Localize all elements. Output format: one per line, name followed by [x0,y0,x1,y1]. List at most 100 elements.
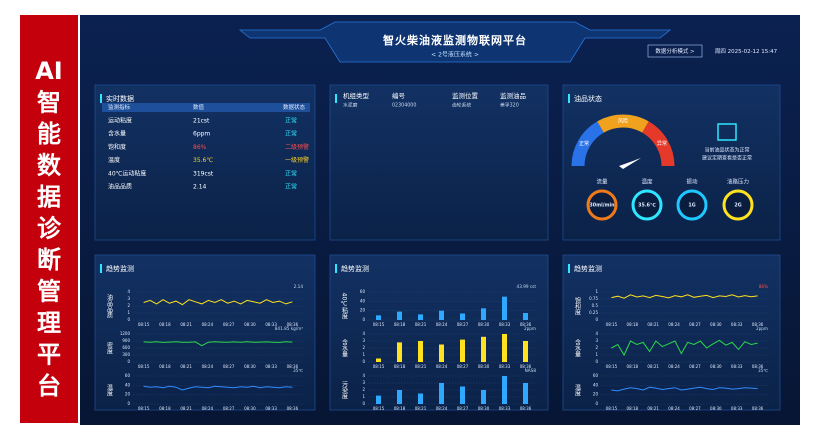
panel-accent [335,264,337,273]
x-tick-label: 08:15 [373,364,385,369]
indicator-label: 油路压力 [727,178,749,186]
axis-label: 温度 [106,383,113,397]
gauge-segment [597,114,649,133]
table-cell: 6ppm [193,131,210,138]
x-tick-label: 08:33 [731,406,743,411]
axis-label: 40℃粘度 [340,293,348,321]
x-tick-label: 08:21 [180,406,192,411]
bar [439,310,444,320]
device-value: 美孚320 [500,102,519,109]
panel-title: 趋势监测 [106,264,134,273]
y-tick-label: 0.5 [592,303,599,308]
x-tick-label: 08:30 [478,406,490,411]
axis-label: 含水量 [574,338,581,358]
panel-title: 趋势监测 [574,264,602,273]
y-tick-label: 0 [595,359,598,364]
table-cell: 含水量 [108,130,126,138]
x-tick-label: 08:18 [159,364,171,369]
bar [376,395,381,404]
x-tick-label: 08:27 [457,406,469,411]
x-tick-label: 08:15 [138,406,150,411]
chart-note: 2.14 [294,284,304,289]
y-tick-label: 1200 [120,331,131,336]
indicator-label: 振动 [686,178,698,186]
y-tick-label: 0.75 [589,296,598,301]
x-tick-label: 08:27 [457,364,469,369]
bar [376,358,381,362]
x-tick-label: 08:24 [202,322,214,327]
trend-line [611,386,758,392]
gauge-label: 正常 [579,140,589,147]
table-cell: 2.14 [193,184,207,191]
x-tick-label: 08:15 [138,364,150,369]
x-tick-label: 08:33 [731,322,743,327]
table-cell: 21cst [193,118,210,125]
y-tick-label: 1 [362,352,365,357]
x-tick-label: 08:30 [244,322,256,327]
indicator-ring [631,189,663,221]
bar [439,344,444,362]
mode-button[interactable]: 数据分析模式 > [655,47,695,55]
table-header: 数值 [193,103,205,111]
table-cell: 86% [193,144,207,151]
y-tick-label: 0.25 [589,310,598,315]
x-tick-label: 08:24 [436,322,448,327]
y-tick-label: 0 [595,401,598,406]
bar [460,313,465,320]
bar [502,334,507,362]
table-header: 监测指标 [108,103,131,111]
y-tick-label: 40 [125,382,131,387]
device-label: 监测位置 [452,91,479,100]
y-tick-label: 60 [593,373,599,378]
chart-note: 43.99 cst [517,284,537,289]
status-note: 当前油品状态为正常 [704,147,749,154]
x-tick-label: 08:36 [752,406,764,411]
table-cell: 正常 [285,169,297,177]
y-tick-label: 20 [593,392,599,397]
x-tick-label: 08:33 [499,364,511,369]
x-tick-label: 08:21 [647,406,659,411]
banner-text: 诊 [37,215,62,243]
indicator-value: 1G [688,203,695,209]
device-value: 02304000 [392,103,416,109]
bar [376,315,381,320]
x-tick-label: 08:18 [394,364,406,369]
indicator-label: 温度 [641,178,653,186]
x-tick-label: 08:21 [180,364,192,369]
x-tick-label: 08:24 [668,322,680,327]
x-tick-label: 08:36 [287,322,299,327]
x-tick-label: 08:36 [752,364,764,369]
trend-line [143,341,293,347]
trend-line [611,294,758,299]
indicator-ring [722,189,754,221]
x-tick-label: 08:33 [499,322,511,327]
y-tick-label: 3 [362,338,365,343]
device-label: 机组类型 [343,91,370,100]
x-tick-label: 08:36 [520,406,532,411]
chart-note: 2ppm [524,326,536,331]
x-tick-label: 08:24 [436,406,448,411]
chart-note: 841.85 kg/m³ [275,326,304,331]
gauge-label: 风险 [618,118,628,125]
x-tick-label: 08:36 [287,364,299,369]
x-tick-label: 08:18 [627,406,639,411]
banner-text: 智 [37,89,61,117]
bar [418,341,423,362]
trend-line [143,385,293,391]
chart-note: 2ppm [756,326,768,331]
table-cell: 319cst [193,170,214,177]
x-tick-label: 08:27 [223,364,235,369]
banner-text: AI [35,57,63,85]
x-tick-label: 08:30 [244,406,256,411]
y-tick-label: 3 [127,296,130,301]
y-tick-label: 1 [362,394,365,399]
y-tick-label: 3 [362,380,365,385]
x-tick-label: 08:30 [244,364,256,369]
chart-note: 35℃ [293,368,303,373]
panel [562,254,781,411]
device-label: 编号 [392,91,406,100]
panel-accent [568,264,570,273]
subtitle: < 2号液压系统 > [431,51,479,59]
indicator-value: 35.6℃ [638,203,656,209]
